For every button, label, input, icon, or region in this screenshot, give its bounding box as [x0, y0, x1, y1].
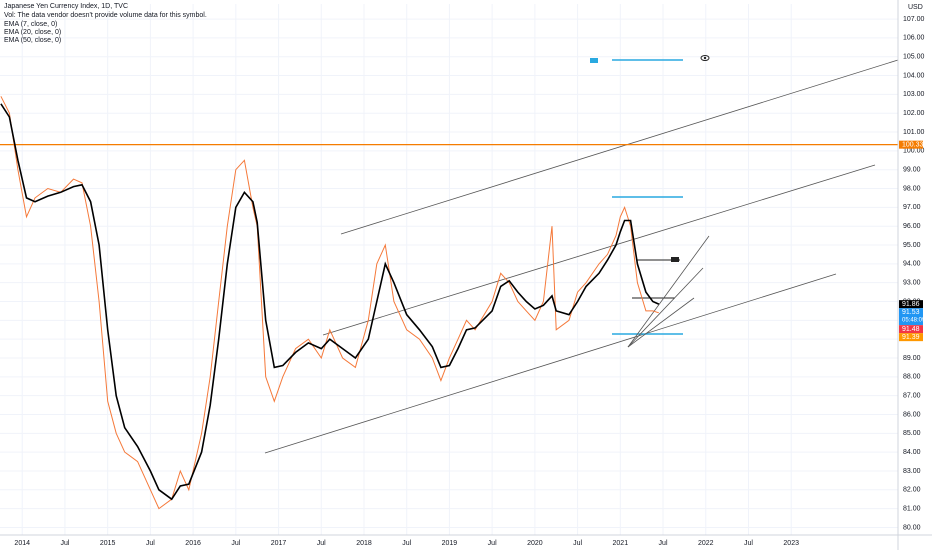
y-tick-label: 83.00	[903, 468, 921, 475]
legend-entry: EMA (20, close, 0)	[4, 29, 61, 36]
y-tick-label: 94.00	[903, 261, 921, 268]
price-label-box	[899, 300, 923, 309]
y-tick-label: 89.00	[903, 355, 921, 362]
y-tick-label: 80.00	[903, 524, 921, 531]
countdown: 05:48:09	[902, 318, 926, 324]
x-tick-label: 2020	[527, 540, 543, 547]
x-tick-label: 2021	[613, 540, 629, 547]
y-tick-label: 99.00	[903, 167, 921, 174]
price-label-box	[899, 140, 923, 149]
currency: USD	[908, 4, 923, 11]
trend-line	[340, 59, 899, 235]
y-tick-label: 98.00	[903, 185, 921, 192]
price-label-box	[899, 308, 923, 326]
fan-line	[627, 267, 704, 348]
x-tick-label: Jul	[317, 540, 326, 547]
x-tick-label: 2023	[783, 540, 799, 547]
drawings	[264, 55, 899, 454]
y-tick-label: 81.00	[903, 505, 921, 512]
y-tick-label: 88.00	[903, 374, 921, 381]
y-tick-label: 93.00	[903, 280, 921, 287]
y-tick-label: 105.00	[903, 54, 925, 61]
plot	[0, 96, 898, 510]
x-tick-label: Jul	[60, 540, 69, 547]
y-tick-label: 86.00	[903, 411, 921, 418]
eye-icon[interactable]	[703, 56, 707, 60]
chart-title: Japanese Yen Currency Index, 1D, TVC	[4, 3, 128, 10]
legend-entry: EMA (7, close, 0)	[4, 21, 57, 28]
x-tick-label: 2017	[271, 540, 287, 547]
x-tick-label: 2019	[442, 540, 458, 547]
x-tick-label: Jul	[744, 540, 753, 547]
x-tick-label: 2022	[698, 540, 714, 547]
x-tick-label: 2014	[14, 540, 30, 547]
y-tick-label: 85.00	[903, 430, 921, 437]
price-label: 91.86	[902, 301, 920, 308]
x-tick-label: Jul	[402, 540, 411, 547]
eye-icon[interactable]	[700, 55, 710, 61]
y-tick-label: 84.00	[903, 449, 921, 456]
x-tick-label: 2015	[100, 540, 116, 547]
trend-line	[264, 273, 837, 454]
price-label-box	[899, 333, 923, 342]
y-tick-label: 101.00	[903, 129, 925, 136]
y-tick-label: 96.00	[903, 223, 921, 230]
legend-entry: EMA (50, close, 0)	[4, 37, 61, 44]
series-line	[0, 103, 660, 501]
grid	[0, 4, 898, 535]
x-tick-label: 2016	[185, 540, 201, 547]
x-tick-label: Jul	[231, 540, 240, 547]
x-tick-label: 2018	[356, 540, 372, 547]
y-tick-label: 106.00	[903, 35, 925, 42]
y-tick-label: 103.00	[903, 91, 925, 98]
icon[interactable]	[671, 257, 679, 262]
price-label-box	[899, 325, 923, 334]
x-tick-label: Jul	[659, 540, 668, 547]
x-tick-label: Jul	[488, 540, 497, 547]
y-tick-label: 104.00	[903, 72, 925, 79]
y-tick-label: 87.00	[903, 393, 921, 400]
y-tick-label: 102.00	[903, 110, 925, 117]
price-label: 91.48	[902, 326, 920, 333]
price-label: 100.33	[902, 142, 924, 149]
subtitle: Vol: The data vendor doesn't provide vol…	[4, 12, 207, 19]
y-tick-label: 95.00	[903, 242, 921, 249]
fan-line	[627, 235, 710, 348]
y-tick-label: 82.00	[903, 487, 921, 494]
series-line	[0, 96, 659, 510]
x-tick-label: Jul	[573, 540, 582, 547]
icon[interactable]	[590, 58, 598, 63]
y-tick-label: 107.00	[903, 16, 925, 23]
x-tick-label: Jul	[146, 540, 155, 547]
price-label: 91.53	[902, 309, 920, 316]
y-tick-label: 100.00	[903, 148, 925, 155]
y-tick-label: 97.00	[903, 204, 921, 211]
fan-line	[627, 297, 695, 348]
trend-line	[322, 164, 876, 336]
price-label: 91.39	[902, 334, 920, 341]
